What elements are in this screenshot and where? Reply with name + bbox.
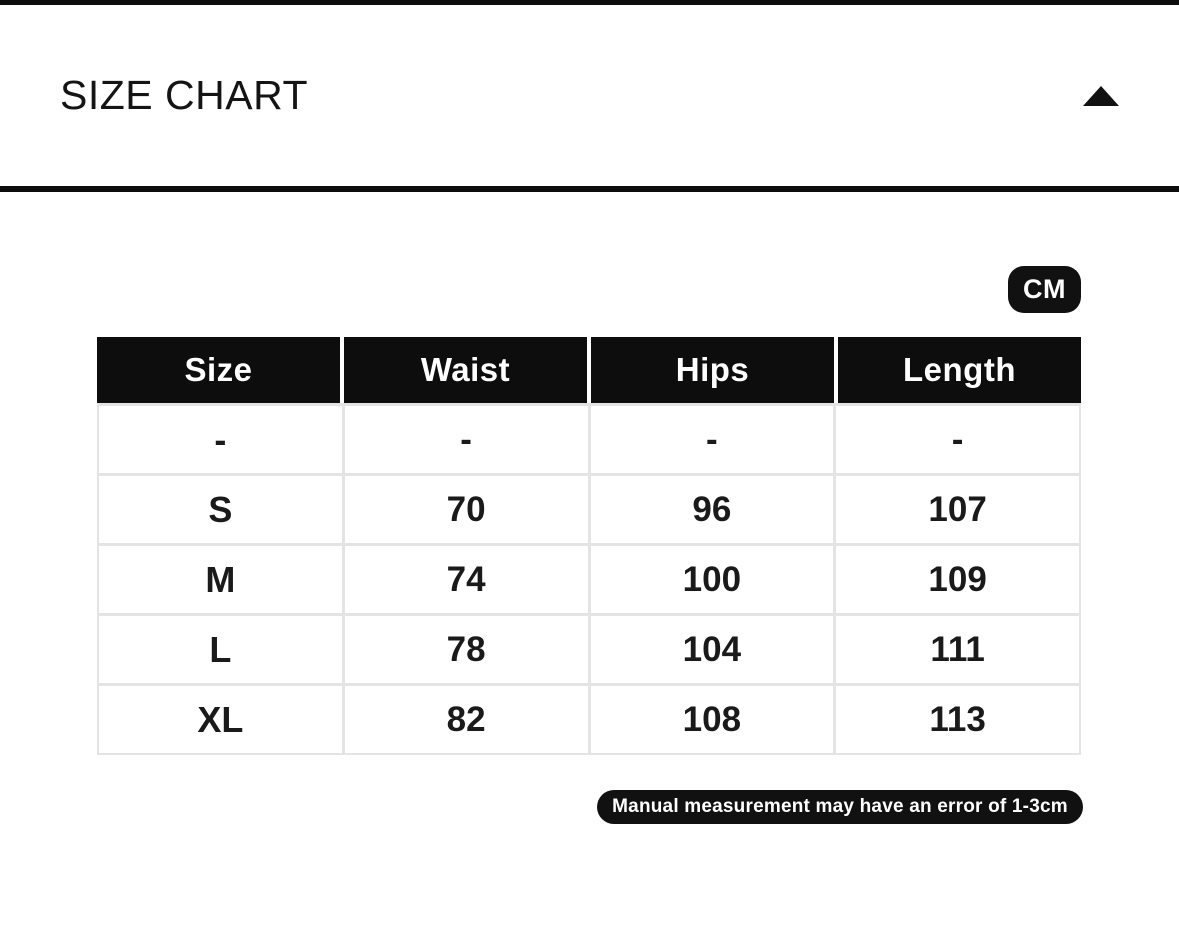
unit-badge[interactable]: CM <box>1008 266 1081 313</box>
size-chart-table: Size Waist Hips Length - - - - S 70 96 1… <box>97 337 1081 755</box>
table-cell: 107 <box>836 476 1079 543</box>
table-cell: 78 <box>344 616 588 683</box>
table-cell: 96 <box>590 476 834 543</box>
table-cell: M <box>99 546 342 613</box>
table-cell: - <box>344 406 588 473</box>
table-header-size: Size <box>97 337 340 403</box>
top-divider-bar <box>0 0 1179 5</box>
table-cell: 113 <box>836 686 1079 753</box>
table-header-length: Length <box>838 337 1081 403</box>
measurement-note: Manual measurement may have an error of … <box>597 790 1083 824</box>
table-cell: - <box>99 406 342 473</box>
size-chart-section-header: SIZE CHART <box>0 0 1179 192</box>
section-title: SIZE CHART <box>60 72 308 118</box>
table-cell: 104 <box>590 616 834 683</box>
table-header-hips: Hips <box>591 337 834 403</box>
table-cell: L <box>99 616 342 683</box>
table-cell: 100 <box>590 546 834 613</box>
header-divider <box>0 186 1179 192</box>
table-cell: 82 <box>344 686 588 753</box>
table-cell: 109 <box>836 546 1079 613</box>
triangle-up-icon <box>1083 86 1119 106</box>
collapse-section-button[interactable] <box>1079 80 1123 112</box>
table-header-row: Size Waist Hips Length <box>97 337 1081 403</box>
table-cell: - <box>836 406 1079 473</box>
table-cell: - <box>590 406 834 473</box>
table-header-waist: Waist <box>344 337 587 403</box>
table-cell: 74 <box>344 546 588 613</box>
table-cell: 108 <box>590 686 834 753</box>
table-cell: 111 <box>836 616 1079 683</box>
table-body: - - - - S 70 96 107 M 74 100 109 L 78 10… <box>97 403 1081 755</box>
table-cell: XL <box>99 686 342 753</box>
table-cell: S <box>99 476 342 543</box>
table-cell: 70 <box>344 476 588 543</box>
